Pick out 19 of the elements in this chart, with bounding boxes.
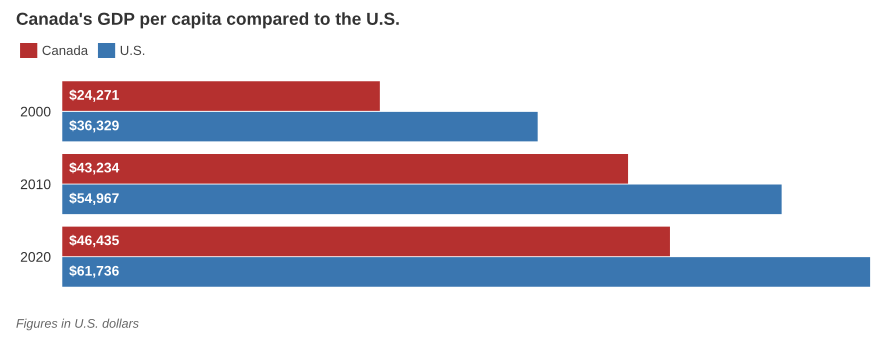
y-tick-label: 2010 xyxy=(20,179,51,190)
data-label: $43,234 xyxy=(69,162,120,175)
data-label: $61,736 xyxy=(69,265,119,278)
bar xyxy=(62,81,380,111)
bar xyxy=(62,154,628,184)
chart-title: Canada's GDP per capita compared to the U.S. xyxy=(16,12,399,28)
y-tick-label: 2000 xyxy=(20,106,51,117)
y-tick-label: 2020 xyxy=(20,252,51,262)
text: Figures in U.S. dollars xyxy=(16,318,139,330)
data-label: $24,271 xyxy=(69,89,119,102)
bar xyxy=(62,226,670,256)
data-label: $54,967 xyxy=(69,192,119,206)
legend-label: Canada xyxy=(42,45,88,56)
bar xyxy=(62,184,782,214)
bar xyxy=(62,257,870,287)
data-label: $36,329 xyxy=(69,120,119,132)
data-label: $46,435 xyxy=(69,234,119,248)
bar xyxy=(62,112,538,142)
legend-label: U.S. xyxy=(120,46,144,56)
